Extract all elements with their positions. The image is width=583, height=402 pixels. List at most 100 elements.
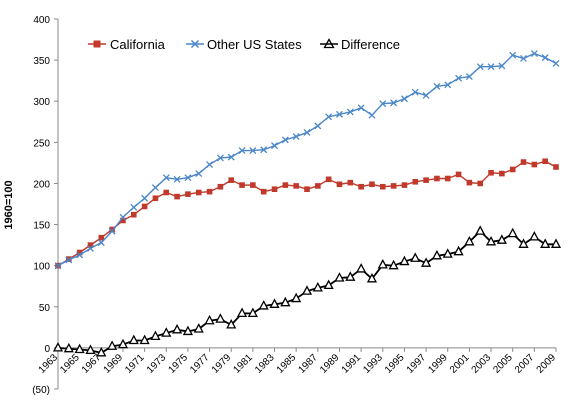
data-point-difference	[128, 334, 139, 345]
data-point-california	[509, 166, 516, 173]
data-point-difference	[345, 271, 356, 281]
data-point-difference	[301, 285, 313, 295]
data-point-difference	[475, 225, 486, 235]
y-tick-label: 150	[33, 221, 50, 232]
x-tick-label: 1977	[188, 352, 212, 376]
data-point-california	[336, 181, 343, 188]
x-axis: 1963196519671969197119731975197719791981…	[37, 347, 559, 376]
data-point-difference	[85, 344, 96, 355]
data-point-difference	[485, 235, 497, 246]
data-point-california	[401, 182, 408, 188]
data-point-difference	[421, 257, 432, 267]
data-point-california	[444, 175, 451, 182]
data-point-difference	[117, 338, 129, 349]
data-point-other-us-states	[379, 100, 387, 108]
data-point-other-us-states	[119, 213, 127, 221]
data-point-other-us-states	[346, 108, 354, 116]
x-tick-label: 2009	[535, 352, 559, 376]
data-point-difference	[161, 327, 172, 337]
x-tick-label: 1989	[318, 352, 342, 376]
data-point-difference	[247, 307, 258, 318]
data-point-other-us-states	[476, 63, 484, 71]
series-difference	[52, 225, 562, 357]
data-point-other-us-states	[357, 104, 365, 112]
y-axis: 1960=100 400 350 300 250 200 150 100 50 0 (50)	[3, 15, 59, 396]
data-point-difference	[226, 318, 237, 329]
data-point-other-us-states	[260, 146, 268, 154]
legend-marker-difference	[323, 38, 335, 49]
data-point-california	[347, 179, 354, 186]
data-point-other-us-states	[184, 174, 192, 182]
y-tick-label: 350	[33, 56, 50, 67]
data-point-difference	[507, 227, 518, 238]
data-point-other-us-states	[206, 161, 214, 168]
x-tick-label: 1983	[253, 352, 277, 376]
data-point-other-us-states	[97, 239, 105, 247]
data-point-difference	[52, 342, 64, 352]
x-tick-label: 1991	[340, 352, 364, 376]
data-point-california	[250, 182, 256, 188]
data-point-other-us-states	[390, 99, 398, 107]
data-point-other-us-states	[314, 122, 322, 130]
data-point-california	[174, 193, 180, 200]
data-point-california	[423, 177, 429, 183]
data-point-california	[315, 183, 321, 189]
legend-label-other-us-states: Other US States	[207, 37, 302, 52]
data-point-california	[390, 183, 397, 189]
x-tick-label: 1993	[361, 352, 385, 376]
data-point-other-us-states	[271, 142, 278, 150]
data-point-other-us-states	[303, 129, 311, 136]
legend-item-other-us-states: Other US States	[186, 37, 302, 52]
data-point-california	[282, 182, 289, 188]
data-point-california	[358, 183, 364, 190]
data-point-other-us-states	[400, 95, 408, 103]
data-point-difference	[356, 263, 367, 273]
y-tick-label: 300	[33, 97, 50, 108]
data-point-california	[542, 158, 548, 165]
data-point-difference	[107, 340, 118, 350]
data-point-california	[379, 183, 386, 190]
x-tick-label: 1981	[231, 352, 255, 376]
x-tick-label: 1997	[405, 352, 429, 376]
data-point-difference	[258, 300, 269, 310]
legend-item-difference: Difference	[320, 37, 400, 52]
data-point-other-us-states	[216, 154, 224, 162]
data-point-other-us-states	[108, 227, 116, 235]
data-point-california	[130, 211, 137, 218]
data-point-difference	[182, 325, 193, 336]
x-tick-label: 1963	[37, 352, 61, 376]
x-tick-label: 2003	[470, 352, 494, 376]
data-point-other-us-states	[76, 251, 84, 259]
x-tick-label: 1985	[275, 352, 299, 376]
data-point-difference	[464, 235, 475, 246]
data-point-other-us-states	[487, 63, 495, 71]
data-point-california	[304, 186, 310, 192]
data-point-california	[87, 242, 94, 248]
x-tick-label: 2007	[513, 352, 537, 376]
data-point-difference	[312, 281, 323, 292]
data-point-other-us-states	[151, 184, 159, 192]
data-point-california	[141, 203, 148, 210]
data-point-california	[455, 171, 462, 178]
data-point-other-us-states	[336, 110, 343, 118]
data-point-other-us-states	[130, 203, 138, 211]
data-point-difference	[63, 342, 74, 353]
data-point-california	[531, 161, 538, 168]
data-point-california	[488, 169, 494, 176]
data-point-california	[98, 234, 105, 241]
data-point-other-us-states	[368, 111, 376, 119]
x-tick-label: 1965	[58, 352, 82, 376]
data-point-difference	[399, 255, 410, 266]
data-point-california	[325, 176, 332, 183]
data-point-difference	[291, 292, 302, 303]
x-tick-label: 1971	[123, 352, 147, 376]
data-point-other-us-states	[325, 113, 333, 121]
data-point-other-us-states	[455, 74, 463, 82]
data-point-california	[412, 179, 419, 185]
y-axis-label: 1960=100	[3, 180, 15, 229]
data-point-difference	[453, 245, 464, 256]
data-point-difference	[431, 249, 442, 260]
data-point-difference	[269, 298, 280, 308]
data-point-other-us-states	[65, 256, 73, 264]
data-point-other-us-states	[54, 262, 62, 270]
